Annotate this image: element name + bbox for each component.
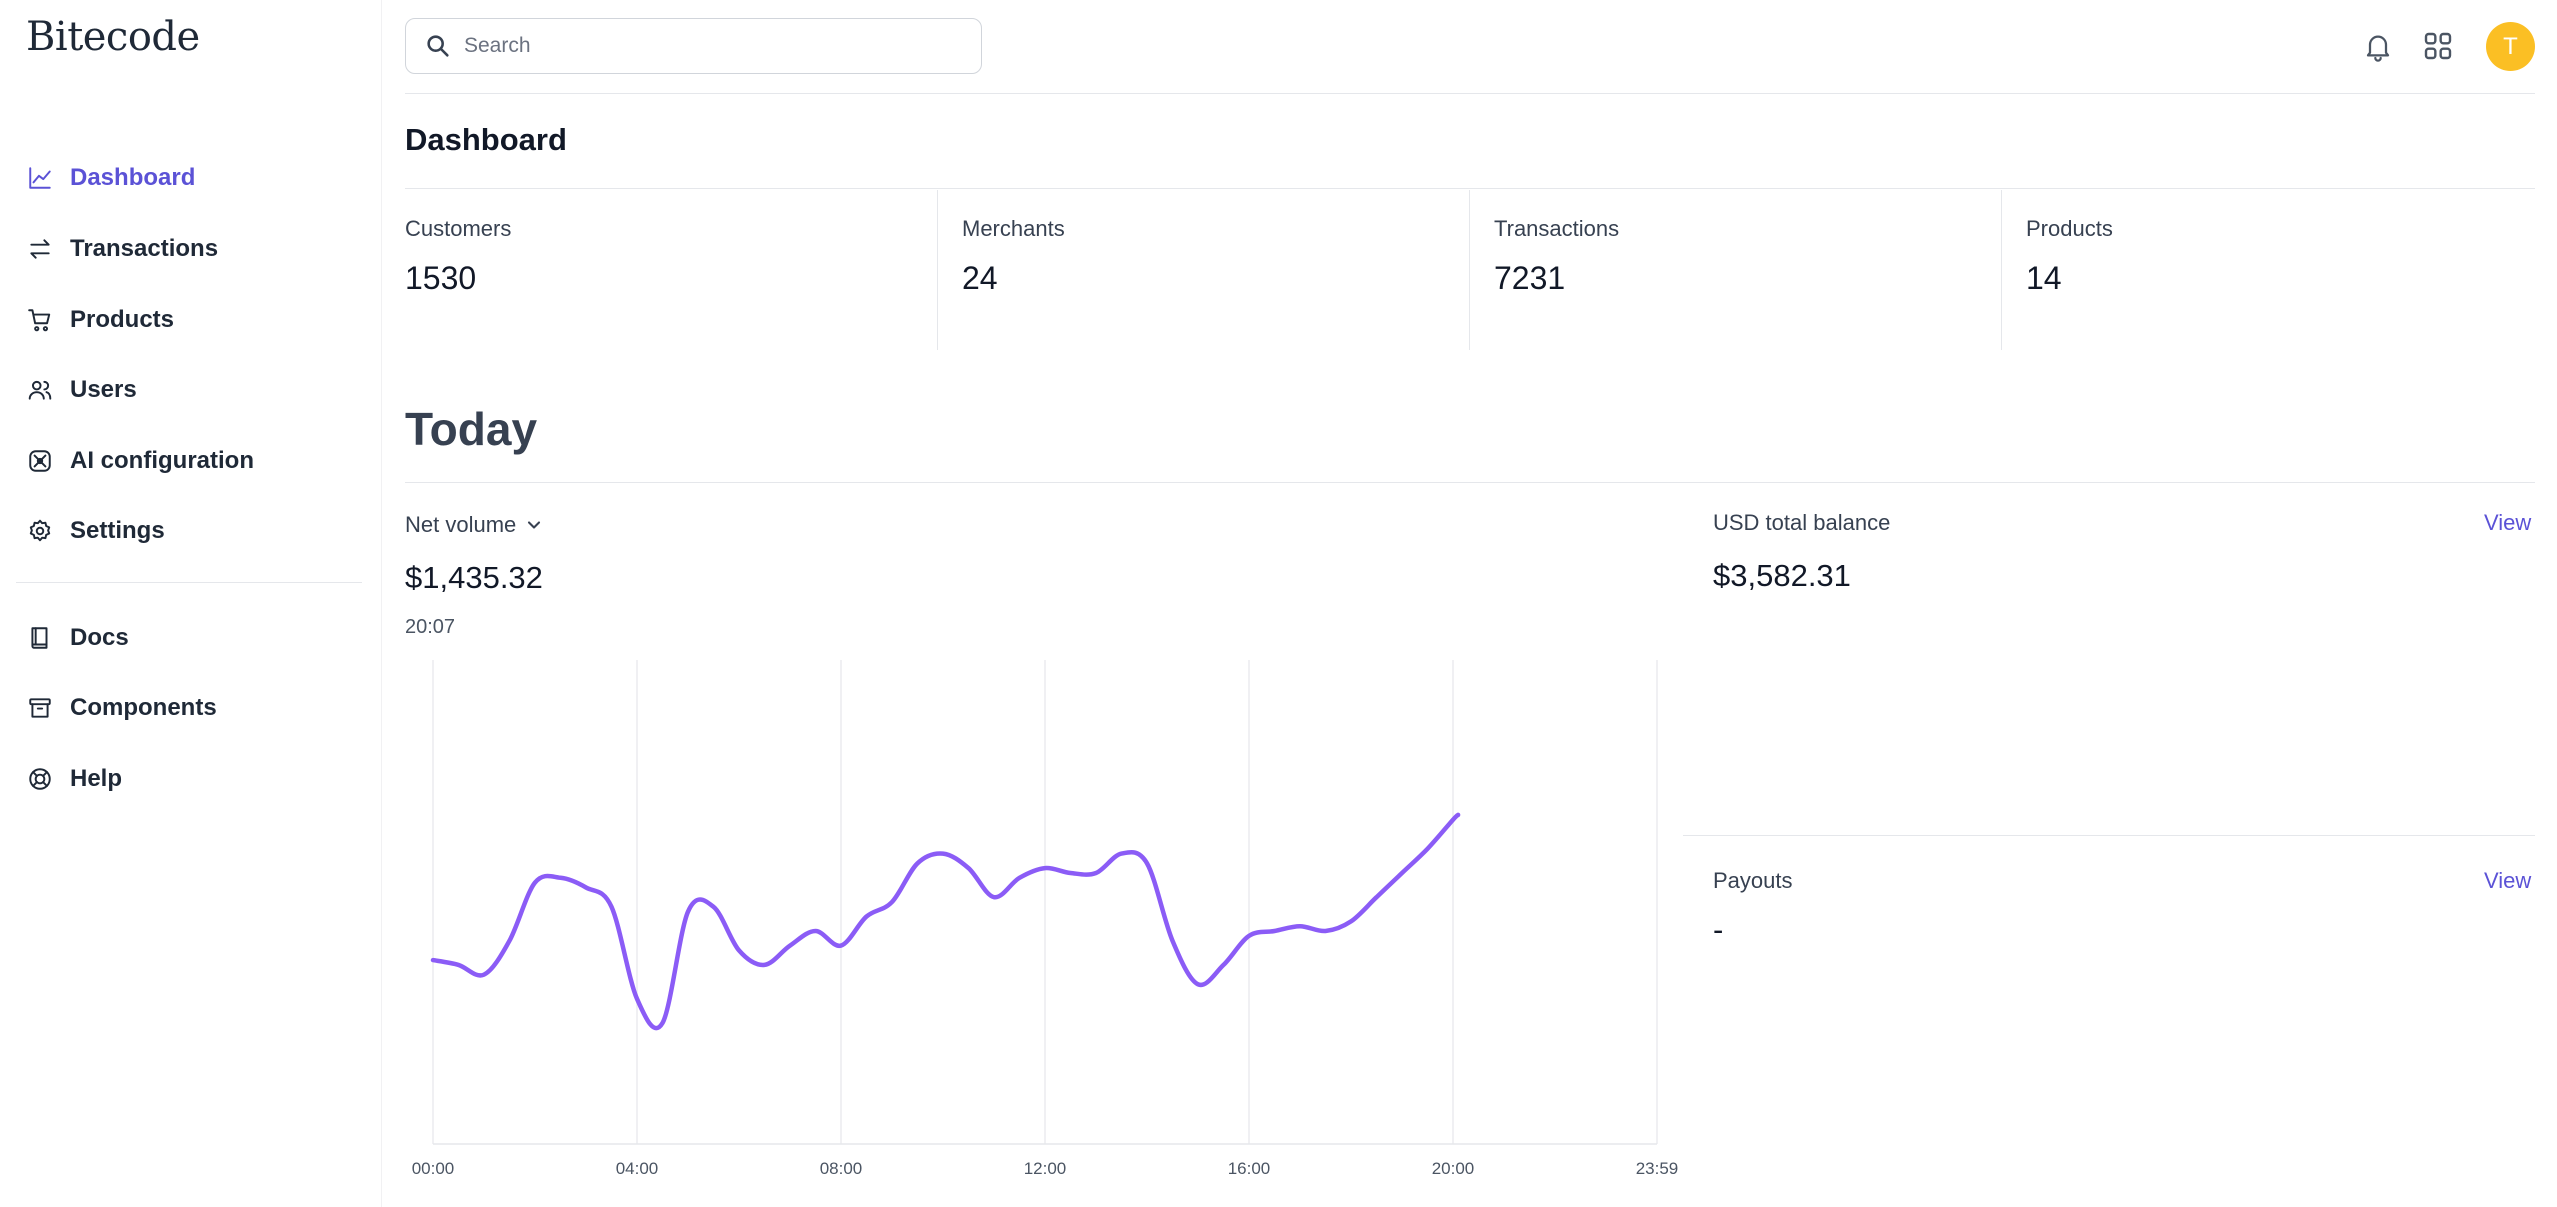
sidebar-item-label: AI configuration	[70, 447, 254, 474]
chart-line-icon	[26, 164, 54, 192]
stat-value: 14	[2026, 260, 2062, 296]
sidebar-item-docs[interactable]: Docs	[26, 618, 129, 658]
net-volume-series-line	[430, 812, 1461, 1031]
payouts-value: -	[1713, 912, 1724, 947]
stat-merchants: Merchants 24	[962, 190, 1469, 350]
sidebar-item-label: Components	[70, 694, 217, 721]
arrows-swap-icon	[26, 235, 54, 263]
search-input[interactable]	[464, 34, 944, 58]
bell-icon	[2366, 35, 2390, 62]
x-tick-label: 00:00	[412, 1159, 455, 1178]
net-volume-value: $1,435.32	[405, 560, 543, 595]
book-icon	[26, 624, 54, 652]
sidebar-item-users[interactable]: Users	[26, 370, 137, 410]
usd-balance-view-link[interactable]: View	[2484, 510, 2532, 535]
sidebar-divider	[16, 582, 362, 583]
sidebar-item-products[interactable]: Products	[26, 300, 174, 340]
sidebar-item-label: Docs	[70, 624, 129, 651]
title-divider	[405, 188, 2535, 189]
stat-label: Transactions	[1494, 216, 1620, 241]
sidebar-item-label: Users	[70, 376, 137, 403]
section-title-today: Today	[405, 403, 538, 455]
stat-value: 1530	[405, 260, 477, 296]
payouts-label: Payouts	[1713, 868, 1793, 893]
sidebar-item-label: Help	[70, 765, 123, 792]
stat-label: Merchants	[962, 216, 1065, 241]
stat-transactions: Transactions 7231	[1494, 190, 2000, 350]
page-title: Dashboard	[405, 122, 567, 157]
search-icon	[427, 35, 449, 57]
sidebar-item-dashboard[interactable]: Dashboard	[26, 158, 195, 198]
net-volume-chart: 00:00 04:00 08:00 12:00 16:00 20:00 23:59	[412, 660, 1679, 1178]
stat-label: Customers	[405, 216, 512, 241]
net-volume-time: 20:07	[405, 616, 456, 638]
shopping-cart-icon	[26, 306, 54, 334]
x-tick-label: 04:00	[616, 1159, 659, 1178]
archive-box-icon	[26, 694, 54, 722]
card-divider	[1683, 835, 2535, 836]
apps-button[interactable]	[2418, 26, 2458, 66]
header-divider	[405, 93, 2535, 94]
ai-atom-icon	[26, 447, 54, 475]
sidebar-item-label: Products	[70, 306, 175, 333]
search-box[interactable]	[405, 18, 982, 74]
stat-value: 24	[962, 260, 998, 296]
notifications-button[interactable]	[2358, 26, 2398, 66]
net-volume-selector[interactable]: Net volume	[405, 512, 544, 538]
chevron-down-icon	[528, 521, 541, 529]
x-tick-label: 16:00	[1228, 1159, 1271, 1178]
sidebar-item-ai-configuration[interactable]: AI configuration	[26, 441, 254, 481]
gear-icon	[26, 517, 54, 545]
grid-icon	[2424, 32, 2452, 60]
avatar[interactable]: T	[2486, 22, 2535, 71]
stat-label: Products	[2026, 216, 2113, 241]
stat-separator	[2001, 190, 2002, 350]
x-tick-label: 08:00	[820, 1159, 863, 1178]
sidebar-item-components[interactable]: Components	[26, 688, 217, 728]
sidebar: Bitecode Dashboard Transactions Products…	[0, 0, 382, 1207]
users-icon	[26, 376, 54, 404]
sidebar-item-label: Settings	[70, 517, 165, 544]
sidebar-item-help[interactable]: Help	[26, 759, 122, 799]
lifebuoy-icon	[26, 765, 54, 793]
brand-logo[interactable]: Bitecode	[26, 14, 200, 60]
x-tick-label: 12:00	[1024, 1159, 1067, 1178]
x-tick-label: 23:59	[1636, 1159, 1679, 1178]
x-tick-label: 20:00	[1432, 1159, 1475, 1178]
payouts-view-link[interactable]: View	[2484, 868, 2532, 893]
usd-balance-value: $3,582.31	[1713, 558, 1851, 593]
sidebar-item-transactions[interactable]: Transactions	[26, 229, 218, 269]
stat-separator	[937, 190, 938, 350]
net-volume-label: Net volume	[405, 512, 517, 537]
sidebar-item-settings[interactable]: Settings	[26, 511, 165, 551]
today-divider	[405, 482, 2535, 483]
stat-products: Products 14	[2026, 190, 2535, 350]
usd-balance-label: USD total balance	[1713, 510, 1891, 535]
sidebar-item-label: Transactions	[70, 235, 219, 262]
sidebar-item-label: Dashboard	[70, 164, 196, 191]
stat-customers: Customers 1530	[405, 190, 936, 350]
stat-separator	[1469, 190, 1470, 350]
stat-value: 7231	[1494, 260, 1566, 296]
